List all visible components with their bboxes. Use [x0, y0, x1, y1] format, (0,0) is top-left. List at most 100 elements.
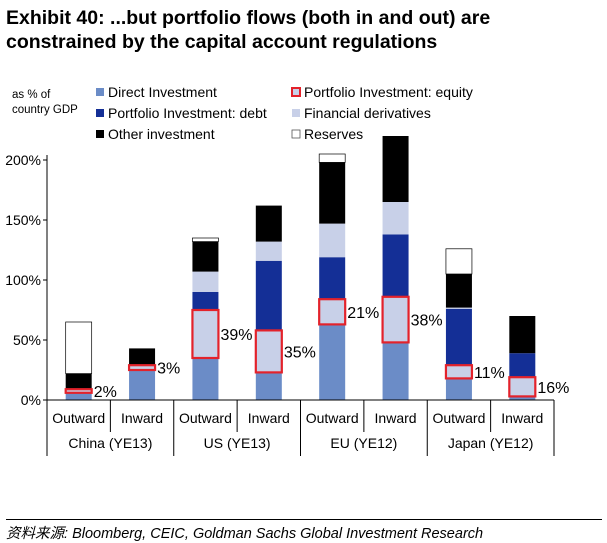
x-tick-label: Outward — [179, 410, 232, 426]
data-labels: 2% 3% 39% 35% 21% 38% 11% 16% — [94, 305, 570, 401]
bar-segment — [509, 377, 536, 397]
y-axis-title-line-2: country GDP — [12, 104, 78, 116]
bar-segment — [255, 372, 282, 400]
legend-item: Other investment — [96, 126, 215, 142]
data-label: 16% — [537, 380, 569, 397]
y-tick-label: 200% — [5, 152, 41, 168]
equity-highlight — [381, 295, 410, 344]
y-tick-label: 0% — [21, 392, 41, 408]
bar-segment — [319, 324, 346, 400]
bar-segment — [192, 358, 219, 400]
equity-highlight — [191, 308, 220, 360]
data-label: 21% — [347, 305, 379, 322]
bar-segment — [319, 162, 346, 224]
data-label: 11% — [474, 365, 505, 382]
data-label: 39% — [220, 327, 252, 344]
bar-segment — [509, 316, 536, 354]
bar-segment — [382, 296, 409, 343]
bar-segment — [255, 260, 282, 331]
x-tick-label: Outward — [306, 410, 359, 426]
legend-item: Reserves — [291, 126, 363, 142]
group-label: EU (YE12) — [330, 435, 397, 451]
legend-item: Portfolio Investment: debt — [96, 105, 267, 121]
bar-segment — [382, 136, 409, 202]
legend-label: Reserves — [304, 126, 363, 142]
bar-segment — [445, 308, 472, 366]
legend-swatch — [96, 88, 104, 96]
bar-stack — [318, 153, 346, 400]
bar-stack — [65, 321, 93, 400]
y-axis-title-line-1: as % of — [12, 89, 51, 101]
legend: Direct Investment Portfolio Investment: e… — [96, 84, 473, 142]
bar-segment — [509, 353, 536, 378]
equity-highlight — [318, 298, 347, 326]
x-tick-label: Inward — [121, 410, 163, 426]
bar-segment — [192, 271, 219, 292]
bar-stack — [129, 348, 156, 400]
bar-segment — [255, 205, 282, 242]
bar-segment — [129, 370, 156, 400]
legend-label: Portfolio Investment: debt — [108, 105, 267, 121]
bar-segment — [318, 153, 346, 163]
bar-segment — [65, 392, 92, 400]
legend-swatch — [291, 87, 301, 97]
source-note: 资料来源: Bloomberg, CEIC, Goldman Sachs Glo… — [6, 522, 483, 543]
bar-segment — [445, 378, 472, 400]
bar-segment — [382, 342, 409, 400]
group-label: Japan (YE12) — [448, 435, 534, 451]
chart-title: Exhibit 40: ...but portfolio flows (both… — [6, 6, 601, 54]
legend-swatch — [96, 109, 104, 117]
bar-stack — [382, 136, 409, 400]
bar-stack — [445, 248, 473, 400]
bar-segment — [192, 237, 219, 242]
equity-highlight — [444, 364, 474, 380]
axes: 0% 50% 100% 150% 200% Outward Inward Outward Inw… — [5, 152, 555, 456]
bar-segment — [255, 241, 282, 261]
bar-stack — [192, 237, 219, 400]
bar-segment — [509, 396, 536, 400]
bar-segment — [65, 321, 93, 374]
data-label: 2% — [94, 384, 117, 401]
legend-label: Financial derivatives — [304, 105, 431, 121]
legend-item: Portfolio Investment: equity — [291, 84, 473, 100]
bar-stack — [255, 205, 282, 400]
data-label: 35% — [284, 344, 316, 361]
bar-segment — [445, 365, 472, 379]
group-label: China (YE13) — [68, 435, 152, 451]
bar-segment — [129, 348, 156, 366]
bar-segment — [129, 365, 156, 370]
bar-segment — [65, 389, 92, 393]
legend-label: Portfolio Investment: equity — [304, 84, 473, 100]
source-prefix: 资料来源: — [6, 526, 69, 542]
x-tick-label: Inward — [375, 410, 417, 426]
x-tick-label: Outward — [52, 410, 105, 426]
bar-segment — [382, 234, 409, 297]
y-tick-label: 50% — [13, 332, 41, 348]
equity-highlight — [64, 388, 93, 394]
legend-label: Other investment — [108, 126, 215, 142]
x-tick-label: Outward — [432, 410, 485, 426]
legend-swatch — [96, 130, 104, 138]
y-axis-title: as % of country GDP — [12, 89, 78, 116]
equity-highlight — [508, 376, 537, 398]
x-tick-label: Inward — [501, 410, 543, 426]
legend-swatch — [292, 109, 300, 117]
bar-segment — [192, 241, 219, 272]
x-tick-label: Inward — [248, 410, 290, 426]
bars — [64, 136, 537, 400]
legend-swatch — [291, 129, 301, 139]
data-label: 38% — [411, 313, 443, 330]
y-tick-label: 100% — [5, 272, 41, 288]
source-divider — [6, 519, 602, 520]
legend-item: Direct Investment — [96, 84, 217, 100]
bar-segment — [192, 310, 219, 358]
legend-label: Direct Investment — [108, 84, 217, 100]
title-line-1: Exhibit 40: ...but portfolio flows (both… — [6, 7, 491, 29]
bar-segment — [255, 330, 282, 373]
legend-item: Financial derivatives — [292, 105, 431, 121]
bar-segment — [445, 274, 472, 308]
y-tick-label: 150% — [5, 212, 41, 228]
group-label: US (YE13) — [204, 435, 271, 451]
bar-segment — [192, 292, 219, 310]
